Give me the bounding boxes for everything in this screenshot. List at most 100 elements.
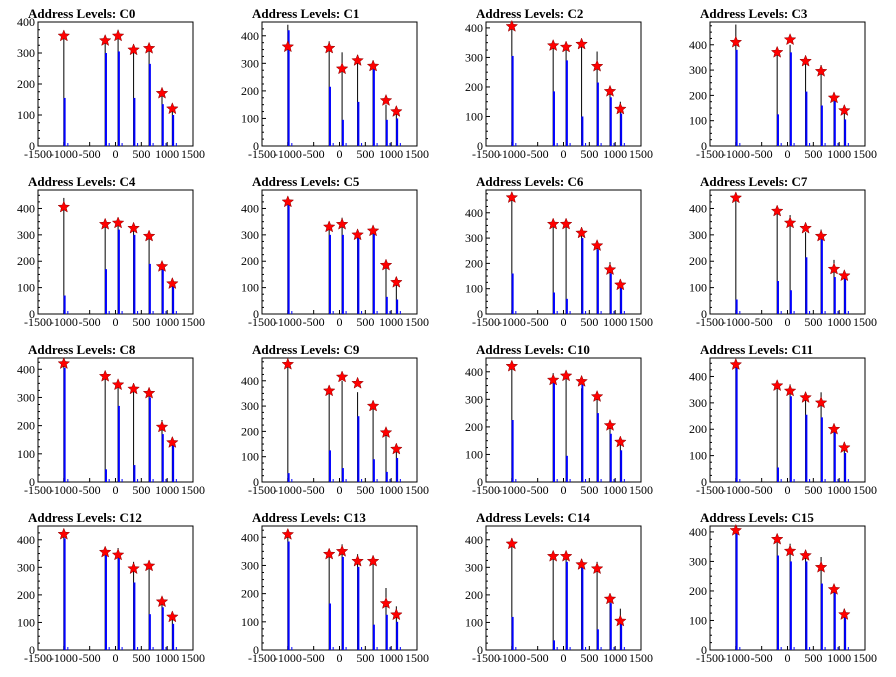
blue-bar (385, 614, 388, 650)
blue-bar (63, 295, 66, 314)
blue-bar (287, 30, 290, 147)
x-tick-label: -1500 (24, 483, 52, 497)
histogram-panel: Address Levels: C2 0 100 200 300 400 -1500-100… (465, 6, 653, 161)
peak-marker (366, 554, 380, 567)
peak-marker (590, 238, 604, 252)
x-tick-label: 500 (804, 147, 822, 161)
peak-marker (57, 356, 71, 370)
blue-bar (844, 452, 847, 482)
y-tick-label: 0 (253, 475, 259, 489)
peak-marker (379, 596, 393, 609)
peak-marker (351, 53, 364, 66)
peak-marker (837, 607, 851, 620)
peak-marker (837, 103, 851, 116)
peak-marker (155, 420, 169, 433)
y-tick-label: 200 (465, 80, 483, 94)
panel-title: Address Levels: C12 (28, 510, 142, 525)
peak-marker (127, 562, 140, 575)
blue-bar (172, 441, 175, 482)
peak-marker (814, 64, 828, 77)
y-tick-label: 0 (29, 475, 35, 489)
blue-bar (396, 118, 399, 146)
peak-marker (111, 216, 125, 229)
peak-marker (546, 373, 560, 386)
peak-marker (603, 84, 617, 97)
x-tick-label: 1000 (379, 651, 403, 665)
y-tick-label: 400 (241, 29, 259, 43)
x-tick-label: 500 (132, 651, 150, 665)
blue-bar (372, 459, 375, 482)
panel-title: Address Levels: C2 (476, 6, 583, 21)
blue-bar (328, 450, 331, 482)
x-tick-label: 1500 (181, 147, 205, 161)
x-tick-label: 1500 (853, 651, 877, 665)
blue-bar (596, 629, 599, 650)
blue-bar (552, 91, 555, 146)
peak-marker (98, 217, 112, 230)
histogram-panel: Address Levels: C11 0 100 200 300 400 -1500-10… (689, 342, 877, 497)
peak-marker (603, 418, 617, 431)
peak-marker (111, 378, 125, 391)
peak-marker (127, 382, 140, 395)
blue-bar (820, 417, 823, 482)
x-tick-label: -1500 (248, 147, 276, 161)
x-tick-label: -1000 (50, 651, 78, 665)
peak-marker (322, 547, 336, 560)
y-tick-label: 100 (465, 109, 483, 123)
peak-marker (770, 45, 784, 58)
blue-bar (161, 607, 164, 650)
blue-bar (372, 624, 375, 650)
blue-bar (287, 203, 290, 314)
peak-marker (366, 59, 380, 72)
blue-bar (104, 53, 107, 146)
x-tick-label: 0 (785, 315, 791, 329)
y-tick-label: 400 (689, 369, 707, 383)
peak-marker (389, 275, 403, 288)
peak-marker (827, 91, 841, 104)
x-tick-label: 0 (785, 483, 791, 497)
blue-bar (552, 292, 555, 314)
y-tick-label: 200 (465, 256, 483, 270)
peak-marker (546, 217, 560, 230)
blue-bar (833, 592, 836, 650)
panel-title: Address Levels: C5 (252, 174, 360, 189)
x-tick-label: 500 (132, 483, 150, 497)
y-tick-label: 0 (701, 307, 707, 321)
blue-bar (776, 467, 779, 482)
peak-marker (351, 554, 364, 567)
x-tick-label: -500 (303, 315, 325, 329)
peak-marker (799, 390, 812, 403)
blue-bar (833, 430, 836, 482)
peak-marker (729, 191, 743, 204)
peak-marker (603, 263, 617, 276)
y-tick-label: 100 (689, 114, 707, 128)
blue-bar (805, 414, 808, 482)
y-tick-label: 400 (465, 206, 483, 220)
blue-bar (117, 405, 120, 482)
y-tick-label: 0 (29, 307, 35, 321)
peak-marker (505, 19, 519, 32)
blue-bar (596, 413, 599, 482)
blue-bar (511, 55, 514, 147)
peak-marker (729, 35, 743, 48)
x-tick-label: 1500 (181, 315, 205, 329)
y-tick-label: 100 (17, 447, 35, 461)
blue-bar (735, 533, 738, 650)
x-tick-label: 500 (356, 315, 374, 329)
peak-marker (799, 221, 812, 234)
x-tick-label: 1000 (827, 147, 851, 161)
x-tick-label: 1000 (379, 483, 403, 497)
blue-bar (776, 281, 779, 314)
peak-marker (799, 548, 812, 561)
y-tick-label: 0 (701, 475, 707, 489)
x-tick-label: 1000 (155, 651, 179, 665)
blue-bar (148, 614, 151, 650)
histogram-panel: Address Levels: C10 0 100 200 300 400 -1500-10… (465, 342, 653, 497)
y-tick-label: 300 (17, 228, 35, 242)
y-tick-label: 0 (253, 307, 259, 321)
y-tick-label: 100 (17, 281, 35, 295)
x-tick-label: -1500 (248, 315, 276, 329)
y-tick-label: 200 (241, 254, 259, 268)
y-tick-label: 300 (689, 396, 707, 410)
blue-bar (735, 299, 738, 314)
